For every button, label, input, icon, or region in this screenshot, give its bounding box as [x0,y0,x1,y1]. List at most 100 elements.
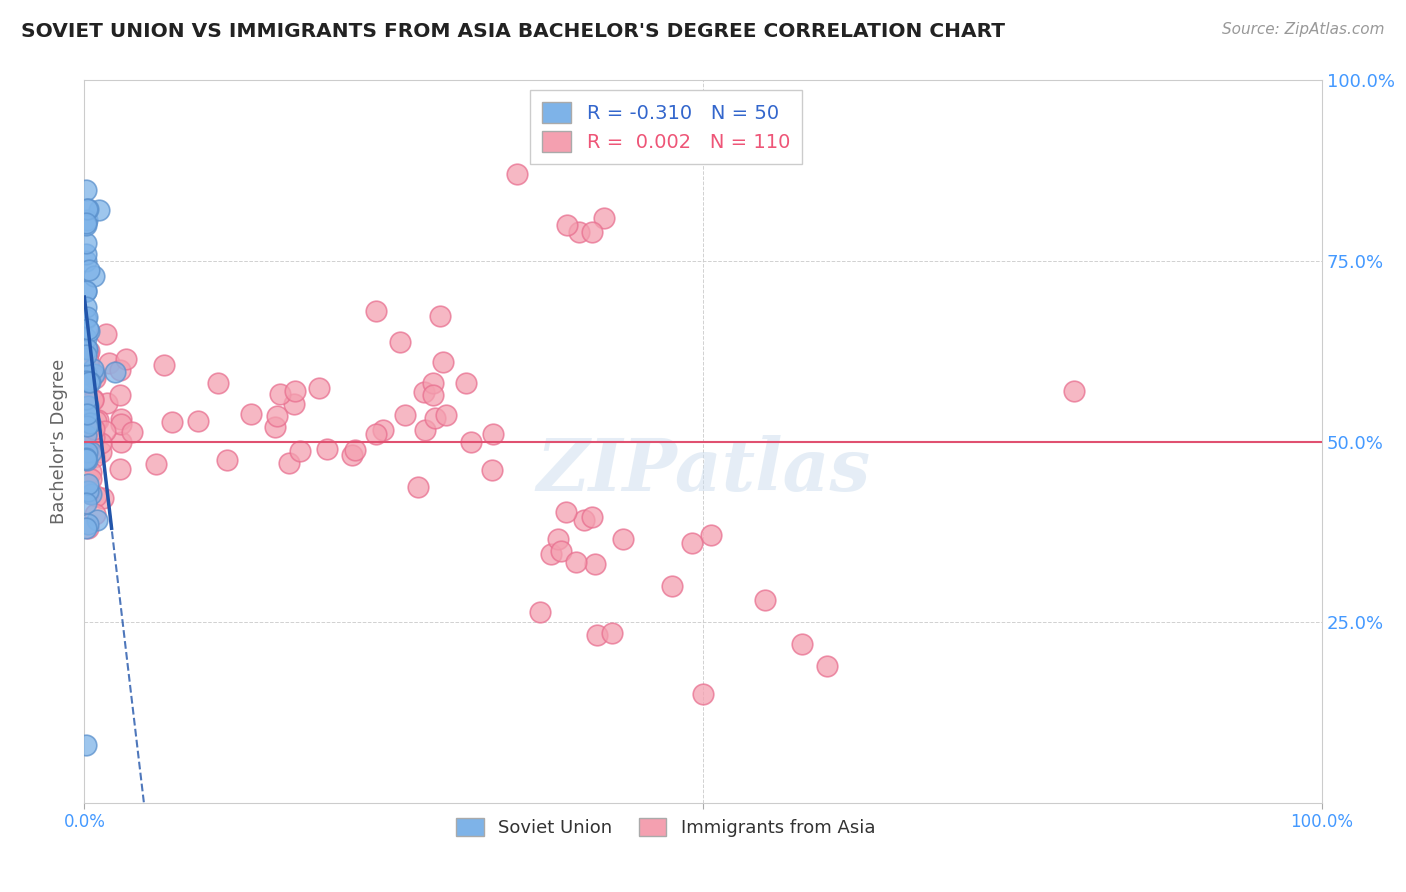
Point [108,363,131,377]
Point [77,477,100,491]
Point [83,367,105,381]
Point [80,445,103,459]
Point [77,447,100,461]
Point [264,420,287,434]
Point [110,417,132,432]
Point [83,268,105,283]
Point [84,371,107,385]
Point [76,213,98,227]
Point [79,263,101,277]
Point [110,434,132,449]
Point [115,351,138,366]
Point [86,513,108,527]
Point [1063,384,1085,398]
Point [815,658,838,673]
Point [423,410,446,425]
Point [593,211,616,225]
Point [77,347,100,361]
Point [187,413,209,427]
Text: SOVIET UNION VS IMMIGRANTS FROM ASIA BACHELOR'S DEGREE CORRELATION CHART: SOVIET UNION VS IMMIGRANTS FROM ASIA BAC… [21,22,1005,41]
Point [75,331,97,345]
Point [94,424,117,438]
Point [77,521,100,535]
Point [371,423,394,437]
Point [153,358,176,372]
Point [454,376,477,390]
Point [79,376,101,390]
Point [76,418,98,433]
Point [79,487,101,501]
Point [482,427,505,442]
Text: ZIPatlas: ZIPatlas [536,435,870,506]
Point [429,309,451,323]
Point [83,367,105,381]
Point [550,544,572,558]
Point [422,388,444,402]
Point [612,532,634,546]
Point [83,507,105,521]
Point [581,225,603,239]
Point [94,326,117,341]
Point [583,557,606,571]
Point [75,253,97,268]
Y-axis label: Bachelor's Degree: Bachelor's Degree [51,359,69,524]
Point [82,392,104,407]
Point [568,225,591,239]
Point [121,425,143,439]
Point [76,310,98,325]
Point [87,202,110,217]
Point [75,428,97,442]
Point [77,400,100,414]
Point [564,555,586,569]
Point [75,368,97,382]
Point [79,375,101,389]
Point [75,235,97,250]
Point [692,687,714,701]
Point [340,448,363,462]
Point [108,388,131,402]
Point [79,344,101,359]
Point [75,451,97,466]
Point [75,407,97,421]
Point [75,392,97,407]
Point [83,422,105,436]
Point [90,435,112,450]
Point [75,348,97,362]
Point [699,528,721,542]
Point [93,491,115,505]
Point [77,353,100,368]
Point [434,408,457,422]
Point [76,343,98,357]
Point [207,376,229,390]
Point [555,218,578,232]
Point [394,409,416,423]
Point [145,457,167,471]
Point [76,484,98,499]
Point [529,606,551,620]
Point [75,246,97,260]
Point [75,183,97,197]
Point [75,374,97,388]
Point [316,442,339,457]
Point [96,396,118,410]
Point [76,202,98,217]
Point [277,456,299,470]
Point [80,440,103,454]
Point [83,450,105,465]
Point [308,380,330,394]
Point [269,387,291,401]
Point [540,547,562,561]
Point [343,443,366,458]
Point [75,738,97,752]
Point [75,451,97,466]
Point [366,304,388,318]
Point [76,322,98,336]
Point [75,301,97,315]
Point [108,461,131,475]
Point [75,341,97,355]
Point [77,517,100,532]
Point [432,355,454,369]
Point [415,423,437,437]
Point [586,628,609,642]
Point [413,385,436,400]
